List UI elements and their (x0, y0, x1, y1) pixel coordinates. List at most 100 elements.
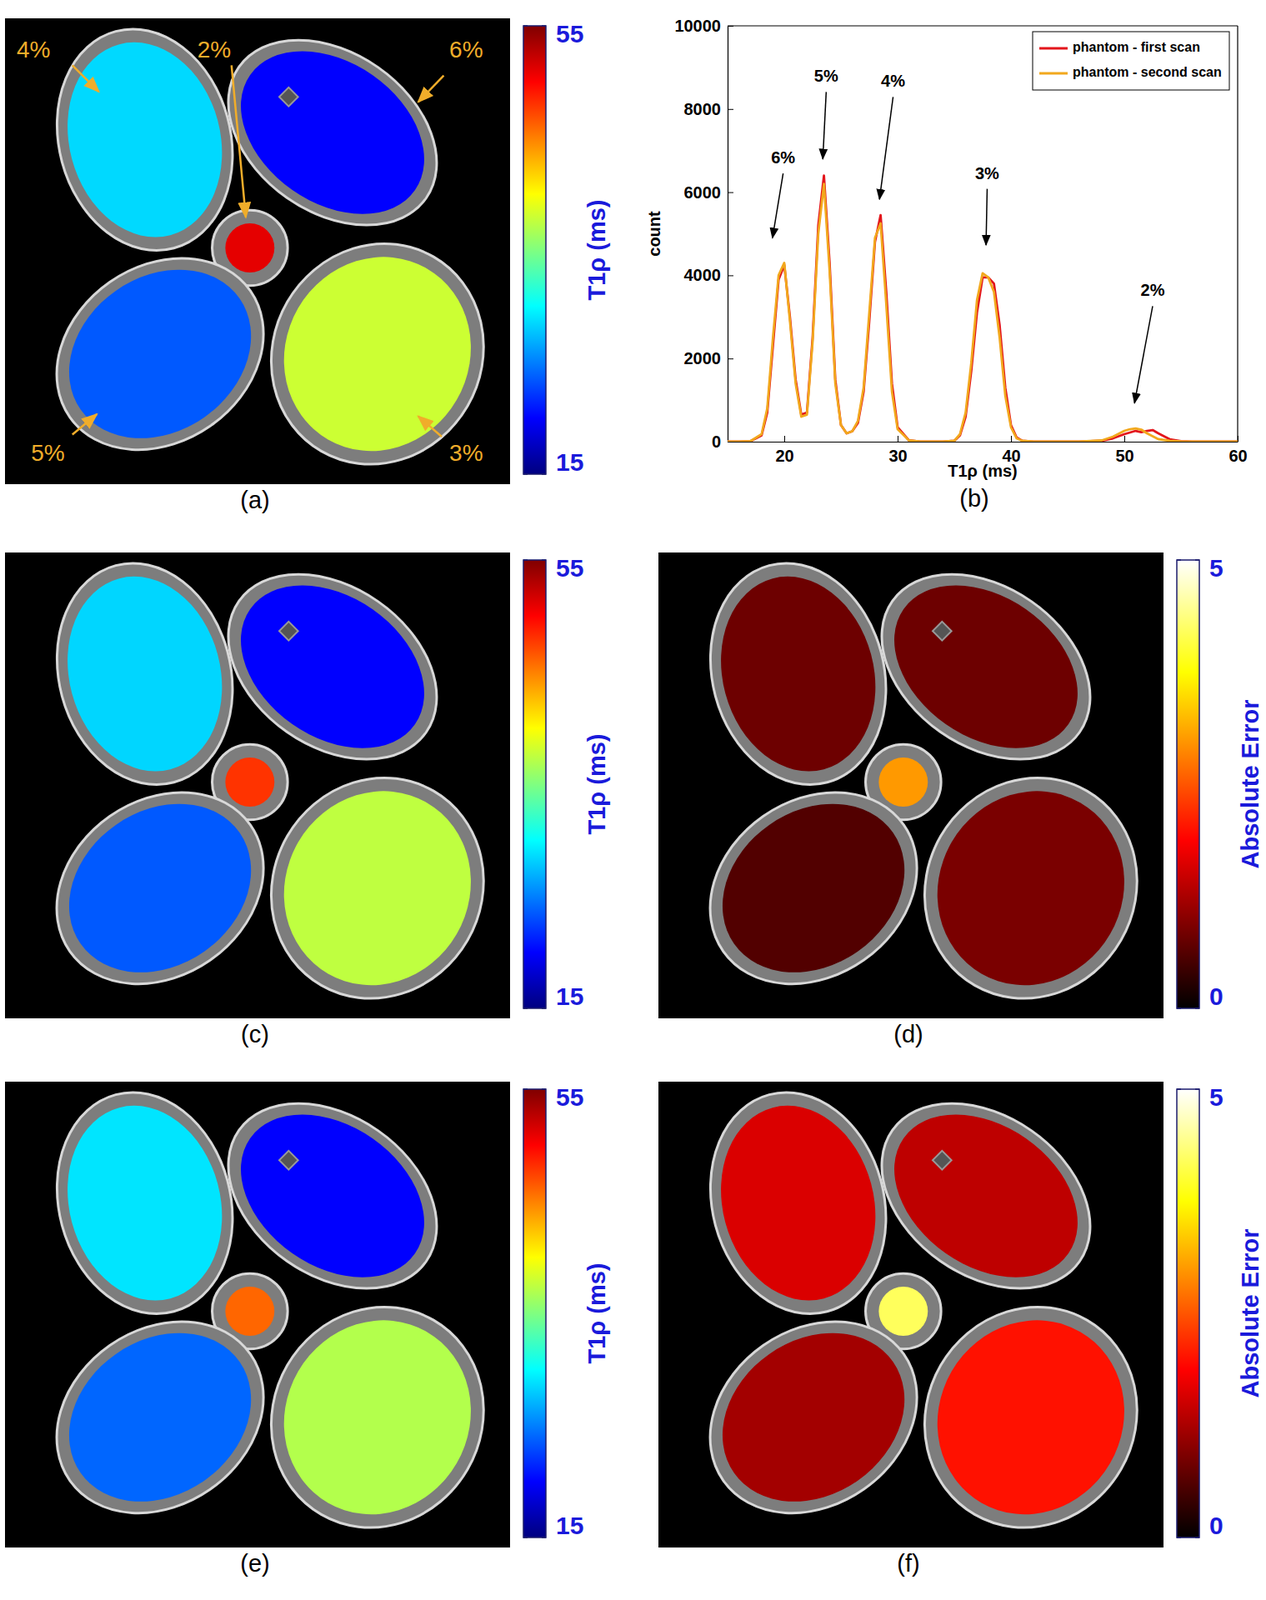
map-panel (5, 1065, 524, 1567)
series-line (727, 184, 1238, 442)
colorbar-tick-label: 15 (555, 982, 584, 1011)
vial-value (700, 559, 897, 790)
vial-wall (884, 739, 1177, 1038)
panel-label: (b) (959, 485, 989, 512)
annotation-arrow (772, 173, 784, 238)
vial-value (690, 1298, 938, 1537)
vial-value (210, 1080, 456, 1312)
annotation-arrow (879, 96, 893, 200)
tick-mark (727, 109, 734, 111)
vial-value (248, 1286, 506, 1549)
tick-mark (1124, 435, 1126, 442)
vial-value (46, 559, 244, 790)
colorbar (523, 25, 546, 475)
vial (19, 219, 301, 490)
vial (193, 1, 472, 264)
map-panel: 4%2%6%5%3% (5, 1, 524, 504)
colorbar-tick-label: 15 (555, 448, 584, 476)
vial-value (36, 235, 285, 473)
tick-mark (897, 435, 899, 442)
colorbar-tick (1176, 1536, 1181, 1539)
colorbar (523, 560, 546, 1009)
colorbar-tick (1176, 1088, 1181, 1091)
annotation-arrow (231, 65, 246, 217)
vial-value (700, 1088, 897, 1319)
vial-value (863, 1080, 1109, 1312)
tick-label: 30 (888, 446, 907, 466)
air-bubble (279, 1150, 299, 1171)
series-group (727, 175, 1238, 442)
colorbar-tick (1176, 559, 1181, 561)
vial-wall (230, 1268, 524, 1567)
annotation: 4% (880, 71, 906, 91)
vial (884, 1268, 1177, 1567)
vial-wall (19, 753, 301, 1024)
vial (19, 1282, 301, 1553)
tick-label: 0 (711, 432, 721, 451)
annotation: 3% (975, 164, 1000, 183)
tick-label: 10000 (674, 16, 721, 36)
map-panel (658, 535, 1177, 1038)
vial-value (46, 25, 244, 256)
vial-label: 2% (197, 36, 231, 63)
vial-value (901, 756, 1160, 1020)
vial-value (248, 756, 506, 1020)
vial-wall (193, 535, 472, 798)
colorbar-tick (523, 1007, 528, 1010)
colorbar-label: Absolute Error (1236, 1228, 1264, 1398)
colorbar-tick (541, 559, 546, 561)
vial-wall (193, 1, 472, 264)
axis-line (727, 26, 729, 443)
colorbar-tick (523, 559, 528, 561)
annotation-arrow (72, 65, 100, 92)
plot-frame (1236, 25, 1238, 442)
series-line (727, 175, 1238, 442)
colorbar-tick (523, 1536, 528, 1539)
tick-mark (1010, 435, 1012, 442)
air-bubble (279, 87, 299, 107)
annotation-arrow (72, 414, 97, 435)
vial-value (36, 1298, 285, 1537)
panel-label: (c) (240, 1020, 270, 1048)
colorbar-tick-label: 0 (1209, 982, 1224, 1011)
colorbar-tick (541, 473, 546, 476)
panel-label: (a) (240, 486, 270, 514)
colorbar-label: T1ρ (ms) (583, 199, 611, 301)
vial-wall (846, 535, 1126, 798)
panel-label: (f) (896, 1550, 920, 1577)
vial (230, 205, 524, 504)
annotation-arrow (1134, 305, 1153, 403)
colorbar (1176, 1089, 1200, 1538)
annotation: 2% (1140, 280, 1166, 300)
map-panel (658, 1065, 1177, 1567)
tick-label: 20 (775, 446, 794, 466)
map-panel (5, 535, 524, 1038)
air-bubble (932, 1150, 952, 1171)
tick-label: 4000 (684, 265, 722, 285)
tick-label: 60 (1228, 446, 1247, 466)
colorbar-tick (541, 1536, 546, 1539)
colorbar-label: T1ρ (ms) (583, 733, 611, 835)
tick-label: 50 (1115, 446, 1134, 466)
colorbar-tick-label: 0 (1209, 1511, 1224, 1540)
tick-mark (727, 441, 734, 443)
annotation-arrow (418, 415, 442, 436)
axis-line (728, 441, 1239, 443)
line-chart: 203040506002000400060008000100006%5%4%3%… (645, 16, 1247, 481)
vial-value (863, 551, 1109, 782)
vial (230, 1268, 524, 1567)
tick: 2000 (684, 349, 735, 368)
vial-label: 4% (16, 36, 51, 63)
colorbar-tick (523, 473, 528, 476)
air-bubble (932, 621, 952, 641)
vial (19, 753, 301, 1024)
legend-swatch (1039, 72, 1068, 76)
y-axis-title: count (645, 210, 664, 257)
air-bubble (279, 621, 299, 641)
vial-value (36, 769, 285, 1007)
tick: 10000 (674, 16, 734, 36)
tick-mark (727, 275, 734, 276)
vial-wall (19, 1282, 301, 1553)
legend-box (1032, 31, 1230, 91)
vial-value (210, 17, 456, 248)
